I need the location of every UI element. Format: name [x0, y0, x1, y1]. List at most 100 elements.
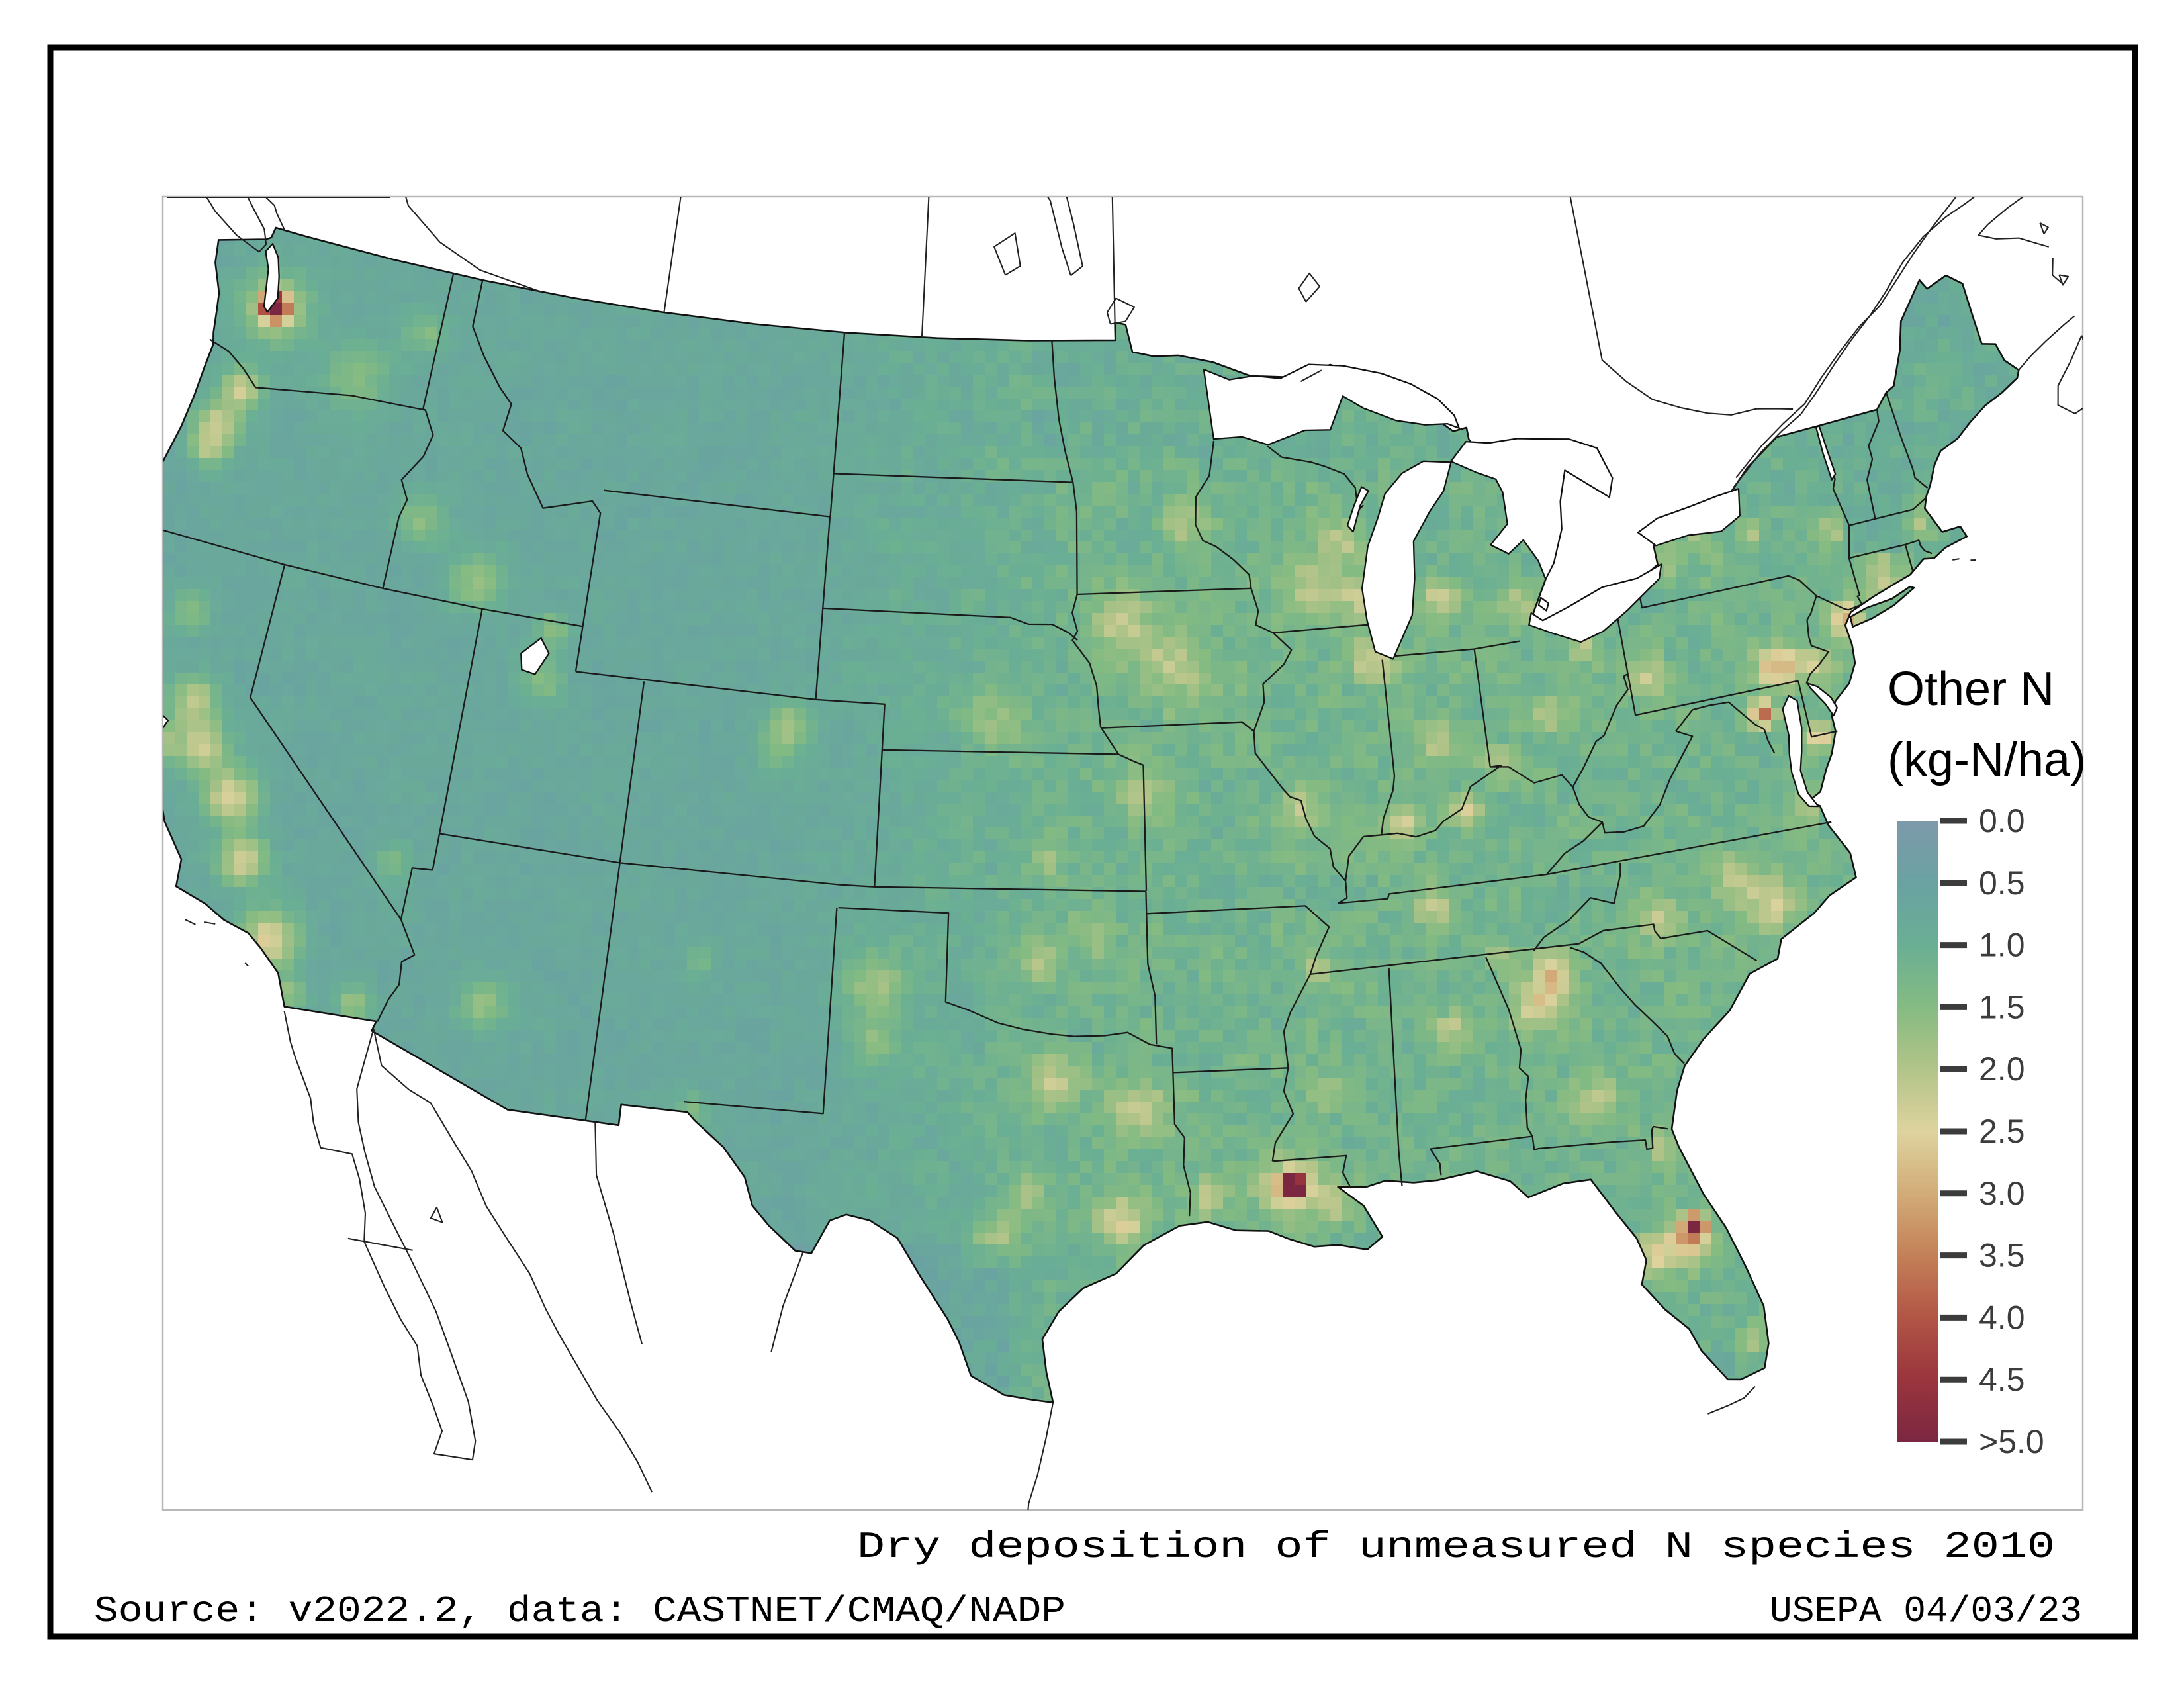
international-line [373, 1028, 653, 1493]
state-border [1639, 575, 1830, 684]
state-border [163, 529, 583, 628]
state-border [838, 906, 1191, 1217]
state-border [1569, 947, 1685, 1064]
international-line [1735, 197, 1957, 479]
legend-tick-label: 2.0 [1979, 1051, 2025, 1088]
lake-shape [1806, 682, 1838, 717]
state-border [1848, 496, 1928, 527]
state-border [575, 671, 886, 887]
international-line [2039, 222, 2049, 235]
lake-shape [1815, 425, 1837, 481]
international-line [185, 919, 196, 925]
legend-title-line1: Other N [1888, 663, 2054, 716]
lake-shape [1637, 488, 1741, 547]
lake-shape [1361, 460, 1452, 660]
state-border [1344, 659, 1396, 882]
international-line [405, 197, 542, 293]
state-border [1904, 544, 1914, 572]
international-line [993, 232, 1021, 276]
state-border [1485, 957, 1535, 1150]
international-line [1707, 1385, 1756, 1415]
state-border [250, 564, 402, 920]
state-border [1118, 753, 1148, 891]
state-border [1533, 863, 1621, 952]
state-border [1381, 765, 1502, 838]
international-line [1027, 1402, 1054, 1510]
legend-tick-label: 1.0 [1979, 927, 2025, 964]
international-line [283, 1010, 477, 1461]
state-borders-layer [163, 273, 1933, 1217]
international-line [204, 921, 216, 925]
lake-shape [1782, 694, 1819, 808]
legend-tick-label: 0.5 [1979, 865, 2025, 902]
plot-area-boundary [161, 195, 2084, 1511]
state-border [1578, 923, 1757, 962]
international-line [2058, 274, 2070, 286]
state-border [882, 749, 1119, 755]
lake-shape [263, 243, 280, 313]
state-border [432, 608, 483, 870]
international-line [2052, 258, 2063, 285]
international-line [1569, 197, 1794, 416]
international-line [2057, 335, 2083, 414]
state-border [1918, 539, 1933, 555]
state-border [1072, 482, 1251, 596]
legend-tick-label: >5.0 [1979, 1423, 2044, 1460]
legend-ticks: 0.0 0.5 1.0 1.5 2.0 2.5 3.0 3.5 4.0 4.5 >5.0 [1940, 802, 2044, 1460]
legend-tick-label: 3.0 [1979, 1175, 2025, 1212]
international-line [921, 197, 930, 338]
map-title: Dry deposition of unmeasured N species 2… [857, 1526, 2055, 1568]
state-border [1430, 1135, 1533, 1150]
international-line [2018, 315, 2075, 371]
international-line [264, 197, 285, 230]
international-line [770, 1250, 804, 1352]
source-text: Source: v2022.2, data: CASTNET/CMAQ/NADP [94, 1590, 1066, 1632]
state-border [1195, 440, 1348, 904]
international-line [1111, 197, 1116, 323]
legend: Other N (kg-N/ha) 0.0 0.5 1.0 1.5 2.0 2.5 3.0 3… [1888, 663, 2086, 1460]
state-border [1614, 600, 1799, 716]
state-border [1572, 730, 1694, 834]
lake-shape [1450, 438, 1614, 581]
page-border-frame [47, 44, 2138, 1640]
state-border [439, 833, 1146, 892]
legend-colorbar [1897, 821, 1938, 1442]
agency-date-text: USEPA 04/03/23 [1770, 1590, 2082, 1632]
legend-tick-label: 2.5 [1979, 1113, 2025, 1150]
state-border [584, 681, 645, 1121]
state-border [815, 332, 846, 700]
international-line [1952, 558, 1960, 561]
state-border [1546, 821, 1603, 875]
state-border [1272, 1154, 1352, 1189]
lake-shape [1528, 563, 1662, 643]
state-border [1866, 409, 1880, 519]
international-line [244, 962, 249, 967]
state-border [1797, 680, 1838, 738]
international-line [1978, 197, 2049, 248]
international-line [1106, 297, 1135, 325]
legend-tick-label: 3.5 [1979, 1237, 2025, 1274]
lake-shape [1346, 486, 1369, 533]
international-line [1046, 197, 1083, 277]
state-border [1388, 968, 1403, 1186]
legend-title-line2: (kg-N/ha) [1888, 733, 2086, 786]
lake-shape [1537, 596, 1550, 612]
lake-shape [520, 637, 550, 675]
state-border [382, 273, 455, 589]
international-line [663, 197, 682, 313]
international-line [347, 1237, 413, 1251]
international-line [594, 1122, 643, 1345]
state-border [1310, 943, 1579, 976]
state-border [833, 473, 1073, 483]
international-line [1300, 369, 1322, 383]
long-island-outline [1849, 585, 1915, 628]
lake-shape [1203, 363, 1460, 446]
state-border [209, 338, 426, 411]
canada-mexico-layer [167, 197, 2083, 1510]
international-line [1733, 197, 1976, 489]
international-line [430, 1207, 443, 1223]
legend-tick-label: 1.5 [1979, 988, 2025, 1025]
state-border [684, 907, 838, 1115]
